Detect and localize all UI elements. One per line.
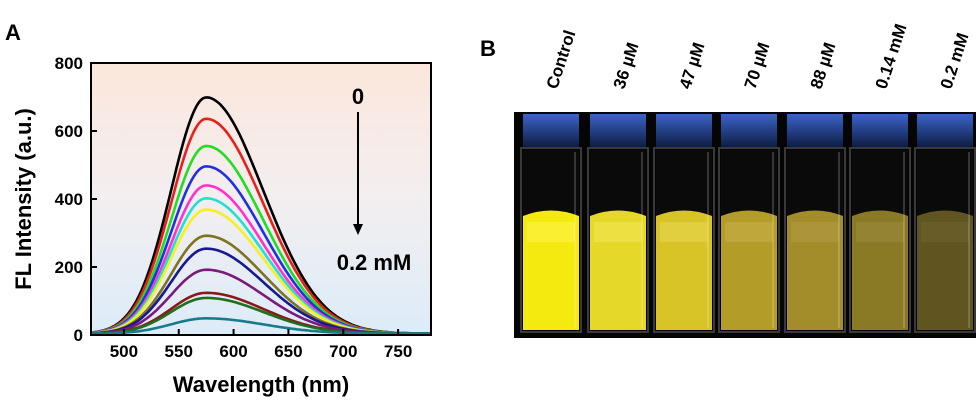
x-tick-label: 700	[329, 342, 357, 361]
vial-headspace	[590, 150, 646, 216]
vial-label: 0.2 mM	[937, 31, 973, 92]
y-axis: 0 200 400 600 800	[55, 54, 97, 345]
curves	[91, 96, 431, 335]
vial-label: 47 µM	[676, 40, 709, 91]
vial-cap	[721, 114, 777, 148]
vial-glow	[594, 222, 642, 242]
x-tick-label: 650	[274, 342, 302, 361]
y-tick-label: 200	[55, 258, 83, 277]
vial-label: 70 µM	[741, 40, 774, 91]
vial	[784, 114, 846, 333]
vial-glow	[725, 222, 773, 242]
vial-glass	[849, 147, 911, 333]
x-tick-label: 600	[219, 342, 247, 361]
vial-glass	[914, 147, 976, 333]
vial-headspace	[787, 150, 843, 216]
vial-labels: Control 36 µM 47 µM 70 µM 88 µM 0.14 mM 0.2 mM	[543, 22, 973, 92]
vial-cap	[523, 114, 579, 148]
vial-glow	[527, 222, 575, 242]
vial	[520, 114, 582, 333]
vial-headspace	[721, 150, 777, 216]
vial-glow	[856, 222, 904, 242]
spectrum-chart: 0 200 400 600 800 500 550 600 650 700 750 FL Inte…	[11, 54, 432, 397]
x-axis: 500 550 600 650 700 750	[110, 329, 412, 361]
y-tick-label: 600	[55, 122, 83, 141]
vial-glass	[718, 147, 780, 333]
vial	[718, 114, 780, 333]
vial-headspace	[656, 150, 712, 216]
vial-cap	[656, 114, 712, 148]
vial-cap	[590, 114, 646, 148]
vial-cap	[852, 114, 908, 148]
trend-arrow-head	[353, 224, 363, 235]
vial-glow	[791, 222, 839, 242]
x-axis-label: Wavelength (nm)	[173, 372, 349, 397]
annotation-top: 0	[352, 84, 364, 109]
vial	[914, 114, 976, 333]
vials	[520, 114, 976, 333]
vial	[849, 114, 911, 333]
vial-headspace	[917, 150, 973, 216]
y-tick-label: 400	[55, 190, 83, 209]
vial	[653, 114, 715, 333]
vial-label: 36 µM	[610, 40, 643, 91]
x-tick-label: 500	[110, 342, 138, 361]
vial-label: 0.14 mM	[872, 22, 911, 92]
vial-glass	[784, 147, 846, 333]
annotation-bottom: 0.2 mM	[337, 250, 412, 275]
vial-glow	[921, 222, 969, 242]
vial-glass	[520, 147, 582, 333]
vial-cap	[917, 114, 973, 148]
vial-photo: Control 36 µM 47 µM 70 µM 88 µM 0.14 mM 0.2 mM	[514, 22, 976, 338]
vial-cap	[787, 114, 843, 148]
panel-b-label: B	[480, 36, 496, 61]
y-tick-label: 0	[74, 326, 83, 345]
vial-glass	[587, 147, 649, 333]
spectrum-line	[91, 317, 431, 335]
vial	[587, 114, 649, 333]
vial-label: 88 µM	[807, 40, 840, 91]
vial-glass	[653, 147, 715, 333]
x-tick-label: 750	[384, 342, 412, 361]
vial-headspace	[523, 150, 579, 216]
vial-headspace	[852, 150, 908, 216]
panel-a-label: A	[5, 20, 21, 45]
y-axis-label: FL Intensity (a.u.)	[11, 108, 36, 290]
vial-label: Control	[543, 28, 580, 91]
y-tick-label: 800	[55, 54, 83, 73]
x-tick-label: 550	[165, 342, 193, 361]
vial-glow	[660, 222, 708, 242]
